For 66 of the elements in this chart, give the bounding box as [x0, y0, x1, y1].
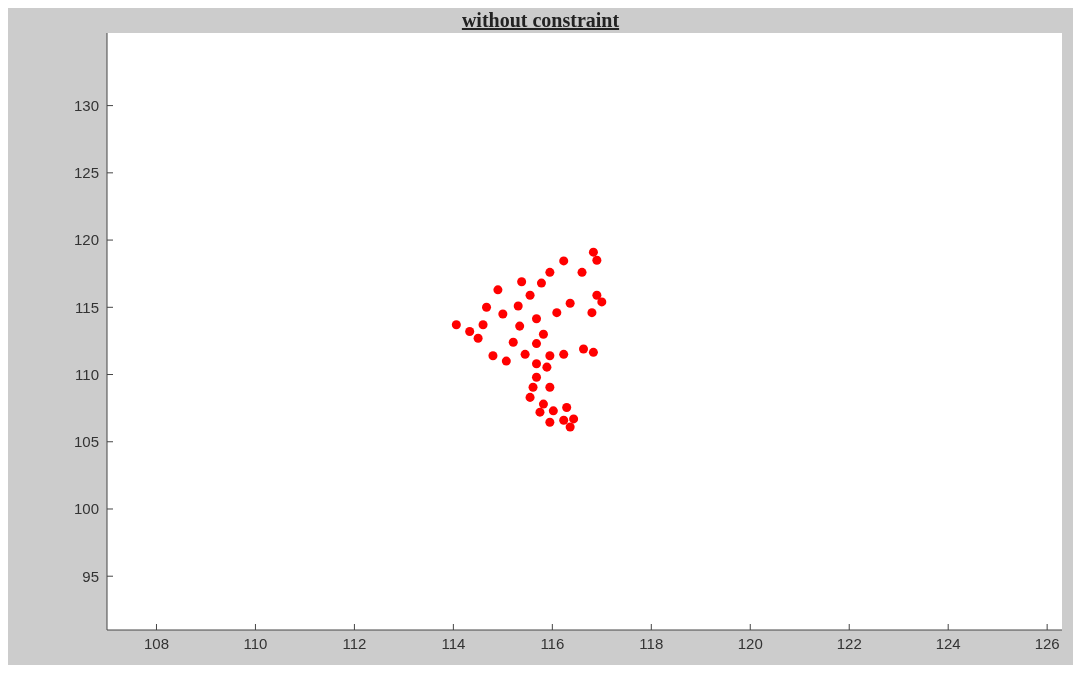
point	[465, 326, 475, 337]
point	[525, 290, 535, 300]
point	[588, 347, 598, 357]
x-tick-label: 126	[1034, 634, 1060, 652]
y-tick-label: 115	[75, 298, 99, 316]
x-tick-label: 122	[836, 634, 862, 652]
point	[545, 417, 555, 427]
y-tick-label: 120	[73, 231, 99, 249]
y-tick-label: 95	[82, 567, 99, 585]
point	[588, 247, 598, 257]
point	[451, 320, 461, 330]
point	[525, 392, 535, 402]
chart-title: without constraint	[460, 8, 621, 32]
point	[508, 337, 518, 347]
x-tick-label: 110	[243, 634, 268, 652]
point	[531, 359, 542, 369]
point	[478, 320, 488, 330]
point	[565, 298, 575, 308]
point	[552, 308, 562, 318]
point	[559, 256, 569, 266]
point	[577, 267, 587, 277]
point	[482, 302, 492, 312]
point	[542, 362, 552, 372]
x-tick-label: 108	[143, 634, 169, 652]
point	[538, 329, 548, 339]
y-tick-label: 125	[73, 164, 99, 182]
x-tick-label: 116	[540, 634, 565, 652]
y-tick-label: 100	[73, 500, 99, 518]
y-tick-label: 130	[73, 96, 99, 114]
point	[520, 349, 530, 359]
x-tick-label: 118	[639, 634, 664, 652]
x-tick-label: 120	[737, 634, 763, 652]
point	[535, 407, 545, 417]
point	[531, 372, 542, 382]
point	[579, 344, 589, 354]
point	[597, 297, 607, 307]
point	[548, 406, 558, 416]
point	[545, 267, 555, 277]
point	[501, 356, 511, 366]
point	[531, 339, 542, 349]
y-tick-label: 105	[73, 433, 99, 451]
point	[545, 382, 555, 392]
point	[493, 285, 503, 295]
point	[488, 351, 498, 361]
point	[545, 351, 555, 361]
x-tick-label: 124	[935, 634, 961, 652]
point	[587, 308, 597, 318]
x-tick-label: 112	[342, 634, 367, 652]
x-tick-label: 114	[441, 634, 466, 652]
point	[559, 349, 569, 359]
point	[592, 255, 602, 265]
y-tick-label: 110	[75, 365, 99, 383]
point	[515, 321, 525, 331]
point	[531, 314, 542, 324]
point	[498, 309, 508, 319]
point	[559, 415, 569, 425]
point	[562, 402, 572, 412]
point	[536, 278, 546, 288]
point	[565, 422, 575, 432]
point	[517, 277, 527, 287]
point	[538, 399, 548, 409]
point	[513, 301, 523, 311]
point	[528, 382, 538, 392]
point	[592, 290, 602, 300]
point	[473, 333, 483, 343]
point	[569, 414, 579, 424]
